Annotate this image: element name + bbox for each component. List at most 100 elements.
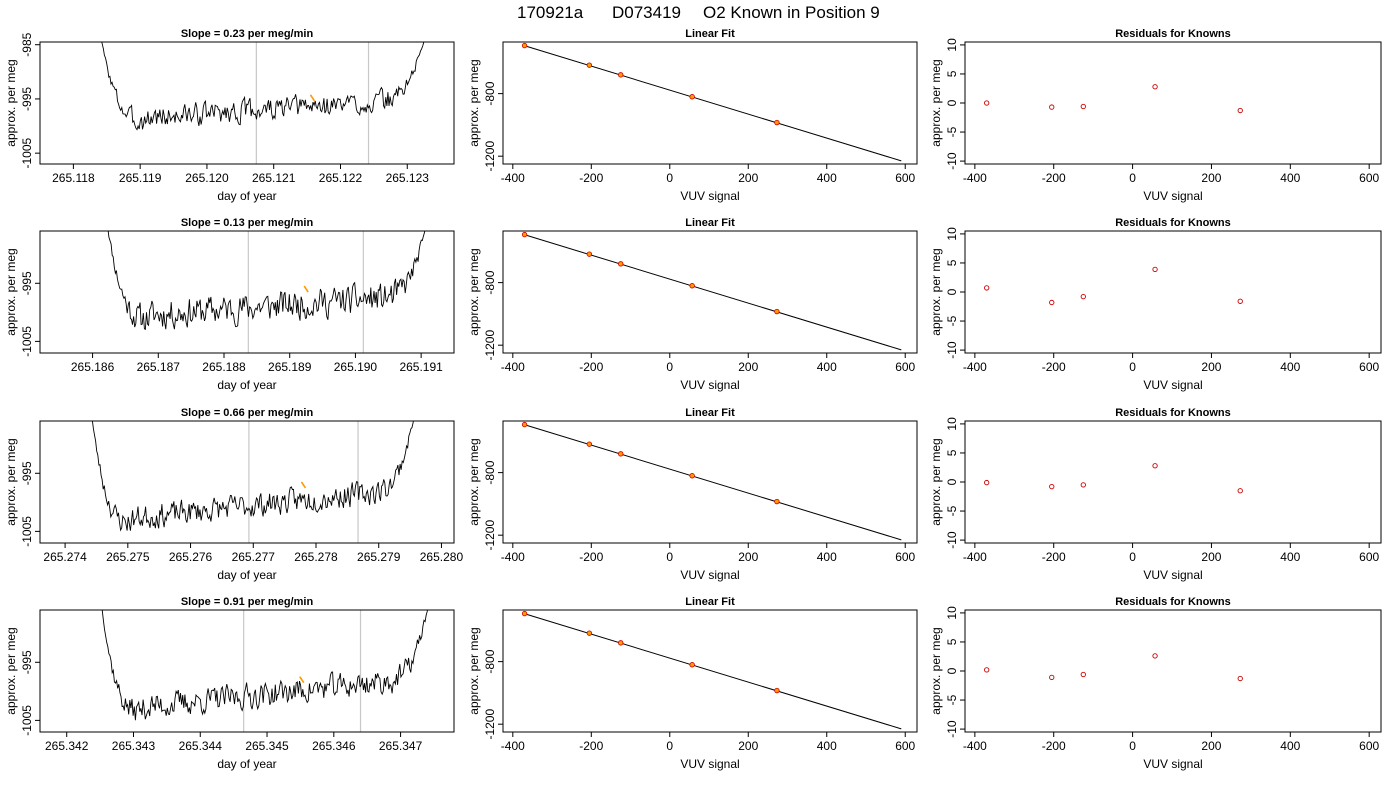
highlight-mark: [300, 481, 307, 489]
y-tick-label: -800: [483, 81, 497, 105]
y-tick-label: 0: [945, 288, 959, 295]
x-tick-label: 265.344: [179, 739, 223, 753]
x-tick-label: 265.345: [245, 739, 289, 753]
residual-point: [1049, 299, 1055, 306]
plot-area: [521, 231, 902, 351]
residual-point: [1049, 483, 1055, 490]
y-tick-label: 10: [945, 606, 959, 620]
panel-title: Linear Fit: [685, 407, 735, 419]
y-tick-label: -1005: [20, 705, 34, 736]
x-tick-label: 265.123: [386, 171, 430, 185]
plot-frame: [964, 420, 1382, 544]
y-tick-label: -5: [945, 694, 959, 705]
x-tick-label: 265.190: [334, 360, 378, 374]
y-tick-label: -800: [483, 649, 497, 673]
y-tick-label: -995: [20, 271, 34, 295]
x-tick-label: 265.280: [420, 550, 464, 564]
plot-area: [91, 421, 414, 543]
x-axis-label: VUV signal: [680, 757, 739, 771]
residual-point: [1237, 488, 1243, 494]
x-tick-label: 200: [1201, 171, 1221, 185]
highlight-mark: [303, 285, 309, 293]
x-tick-label: 200: [738, 739, 758, 753]
x-tick-label: 265.120: [185, 171, 229, 185]
plot-area: [521, 610, 902, 730]
tank-id: D073419: [612, 3, 681, 22]
y-tick-label: 5: [945, 259, 959, 266]
y-tick-label: -5: [945, 315, 959, 326]
plot-area: [101, 610, 428, 732]
x-tick-label: 265.119: [119, 171, 162, 185]
plot-frame: [964, 609, 1382, 733]
x-axis-label: day of year: [217, 189, 276, 203]
x-tick-label: 265.278: [294, 550, 338, 564]
y-tick-label: 0: [945, 99, 959, 106]
data-point: [689, 473, 695, 479]
x-tick-label: 200: [738, 550, 758, 564]
x-tick-label: 0: [666, 739, 673, 753]
y-tick-label: -995: [20, 650, 34, 674]
x-tick-label: -200: [1042, 360, 1066, 374]
x-tick-label: 0: [1129, 550, 1136, 564]
x-tick-label: 265.188: [202, 360, 246, 374]
y-tick-label: 10: [945, 227, 959, 241]
y-tick-label: -1005: [20, 516, 34, 547]
residual-point: [984, 100, 990, 106]
plot-frame: [39, 420, 455, 544]
x-tick-label: 400: [817, 739, 837, 753]
data-point: [618, 451, 624, 457]
x-tick-label: -200: [579, 739, 603, 753]
residual-point: [1237, 107, 1243, 114]
plot-frame: [964, 41, 1382, 165]
x-tick-label: 600: [895, 171, 915, 185]
panels: Slope = 0.23 per meg/min day of year appro…: [4, 28, 1382, 771]
panel-title: Slope = 0.23 per meg/min: [181, 28, 314, 40]
y-tick-label: -10: [945, 341, 959, 359]
plot-frame: [502, 41, 918, 165]
x-tick-label: 265.191: [399, 360, 443, 374]
x-tick-label: -200: [579, 171, 603, 185]
x-tick-label: 400: [1280, 739, 1300, 753]
residual-point: [1049, 104, 1055, 110]
x-tick-label: 200: [738, 171, 758, 185]
x-tick-label: -200: [1042, 739, 1066, 753]
plot-area: [984, 463, 1243, 494]
x-tick-label: 0: [666, 360, 673, 374]
panel-title: Linear Fit: [685, 217, 735, 229]
y-tick-label: -1200: [483, 330, 497, 361]
data-point: [774, 687, 780, 694]
panel-title: Slope = 0.66 per meg/min: [181, 407, 314, 419]
data-point: [586, 441, 593, 447]
y-axis-label: approx. per meg: [4, 627, 18, 714]
y-axis-label: approx. per meg: [467, 248, 481, 335]
data-point: [521, 610, 528, 617]
residuals-panel-0: Residuals for Knowns VUV signal approx. pe…: [929, 28, 1382, 203]
plot-area: [107, 231, 426, 353]
x-tick-label: 600: [895, 360, 915, 374]
x-tick-label: 200: [1201, 739, 1221, 753]
y-tick-label: -1005: [20, 137, 34, 168]
y-axis-label: approx. per meg: [929, 438, 943, 525]
fit-line: [522, 44, 902, 162]
y-axis-label: approx. per meg: [467, 627, 481, 714]
x-tick-label: 200: [1201, 360, 1221, 374]
plot-frame: [502, 230, 918, 354]
y-axis-label: approx. per meg: [4, 248, 18, 335]
data-point: [689, 283, 695, 289]
y-tick-label: -5: [945, 126, 959, 137]
x-tick-label: 265.346: [312, 739, 356, 753]
y-axis-label: approx. per meg: [929, 59, 943, 146]
data-point: [521, 231, 528, 238]
plot-frame: [502, 609, 918, 733]
x-tick-label: 0: [1129, 739, 1136, 753]
y-axis-label: approx. per meg: [467, 59, 481, 146]
residual-point: [1080, 671, 1086, 678]
x-axis-label: day of year: [217, 378, 276, 392]
fit-line: [522, 423, 902, 541]
x-tick-label: 400: [817, 360, 837, 374]
x-tick-label: 0: [1129, 360, 1136, 374]
residual-point: [1237, 298, 1243, 304]
x-tick-label: 400: [1280, 550, 1300, 564]
